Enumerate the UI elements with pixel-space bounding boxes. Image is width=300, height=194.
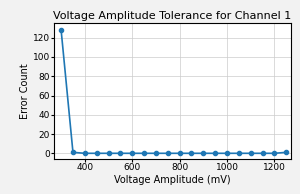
X-axis label: Voltage Amplitude (mV): Voltage Amplitude (mV)	[114, 175, 231, 185]
Y-axis label: Error Count: Error Count	[20, 63, 30, 119]
Title: Voltage Amplitude Tolerance for Channel 1: Voltage Amplitude Tolerance for Channel …	[53, 11, 292, 21]
